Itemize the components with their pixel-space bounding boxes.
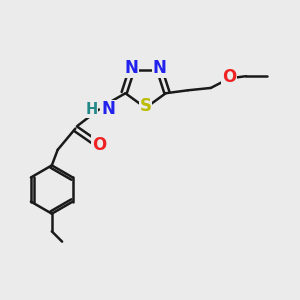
Text: N: N [125, 59, 139, 77]
Text: N: N [102, 100, 116, 118]
Text: O: O [92, 136, 106, 154]
Text: O: O [222, 68, 236, 86]
Text: N: N [153, 59, 166, 77]
Text: S: S [140, 98, 152, 116]
Text: H: H [85, 102, 98, 117]
